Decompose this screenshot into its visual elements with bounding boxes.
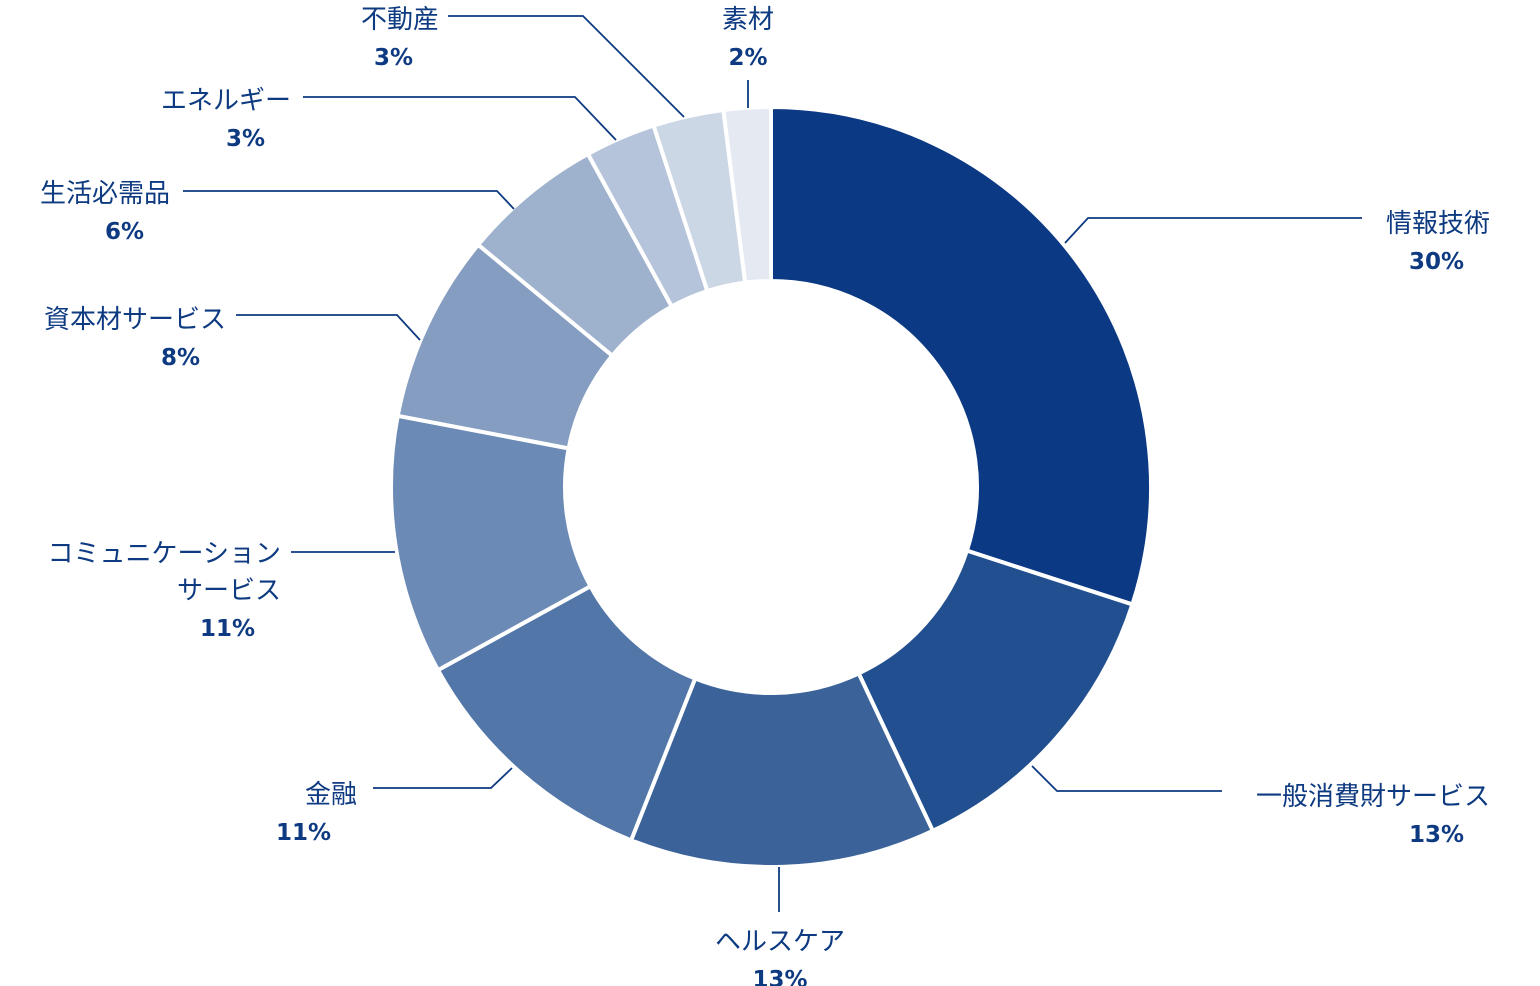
- slice-value-label: 8%: [161, 345, 200, 371]
- slice-label: ヘルスケア: [715, 927, 845, 957]
- slice-label: 一般消費財サービス: [1256, 782, 1490, 812]
- slice-value-label: 30%: [1409, 249, 1464, 275]
- leader-line: [373, 767, 513, 789]
- leader-line: [448, 15, 685, 118]
- slice-value-label: 2%: [728, 45, 767, 71]
- slice-label: 情報技術: [1386, 209, 1490, 239]
- slice-label: エネルギー: [161, 86, 291, 116]
- slice-label: 生活必需品: [40, 179, 170, 209]
- leader-line: [303, 96, 617, 141]
- slice-value-label: 11%: [200, 616, 255, 642]
- slice-value-label: 13%: [752, 967, 807, 986]
- leader-line: [1064, 217, 1362, 244]
- pie-slice: [769, 104, 1153, 607]
- leader-line: [236, 314, 421, 341]
- leader-line: [1031, 765, 1222, 792]
- slice-label: サービス: [177, 576, 281, 606]
- label-group: 情報技術 30% 一般消費財サービス 13% ヘルスケア 13% 金融 11% コミュニケーショ…: [40, 5, 1490, 986]
- slice-label: 素材: [722, 5, 774, 35]
- slice-value-label: 13%: [1409, 822, 1464, 848]
- pie-slice: [435, 583, 698, 843]
- leader-line-group: [183, 15, 1362, 912]
- slice-label: 不動産: [361, 5, 439, 35]
- slice-group: [389, 104, 1153, 869]
- slice-value-label: 3%: [226, 126, 265, 152]
- pie-slice: [721, 104, 773, 285]
- pie-slice: [389, 413, 594, 673]
- slice-value-label: 6%: [105, 219, 144, 245]
- slice-value-label: 3%: [374, 45, 413, 71]
- slice-label: コミュニケーション: [48, 539, 281, 569]
- slice-label: 資本材サービス: [44, 305, 226, 335]
- slice-label: 金融: [305, 780, 357, 810]
- leader-line: [183, 190, 515, 210]
- pie-slice: [628, 670, 936, 869]
- pie-slice: [856, 548, 1135, 834]
- slice-value-label: 11%: [276, 820, 331, 846]
